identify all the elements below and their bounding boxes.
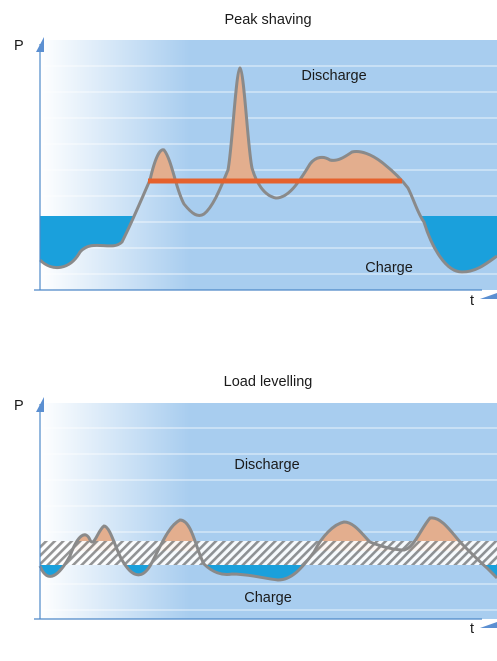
discharge-label: Discharge — [234, 457, 299, 473]
gridlines — [40, 65, 497, 275]
load-levelling-diagram: Load levelling P t — [14, 374, 497, 637]
x-axis-label: t — [470, 621, 474, 637]
plot-fade — [40, 403, 190, 619]
x-axis-label: t — [470, 293, 474, 309]
discharge-label: Discharge — [301, 68, 366, 84]
x-axis-arrow-icon — [480, 293, 497, 299]
y-axis-arrow-icon — [36, 37, 44, 52]
y-axis-arrow-icon — [36, 397, 44, 412]
y-axis-label: P — [14, 38, 24, 54]
peak-shaving-diagram: Peak shaving P — [14, 12, 497, 309]
diagram-title: Load levelling — [224, 374, 313, 390]
charge-area — [40, 216, 497, 272]
charge-area — [40, 565, 497, 580]
levelling-band — [40, 541, 497, 565]
load-curve — [38, 516, 497, 582]
discharge-area — [149, 68, 403, 181]
diagram-title: Peak shaving — [224, 12, 311, 28]
x-axis-arrow-icon — [480, 622, 497, 628]
charge-label: Charge — [244, 590, 292, 606]
y-axis-label: P — [14, 398, 24, 414]
charge-label: Charge — [365, 260, 413, 276]
